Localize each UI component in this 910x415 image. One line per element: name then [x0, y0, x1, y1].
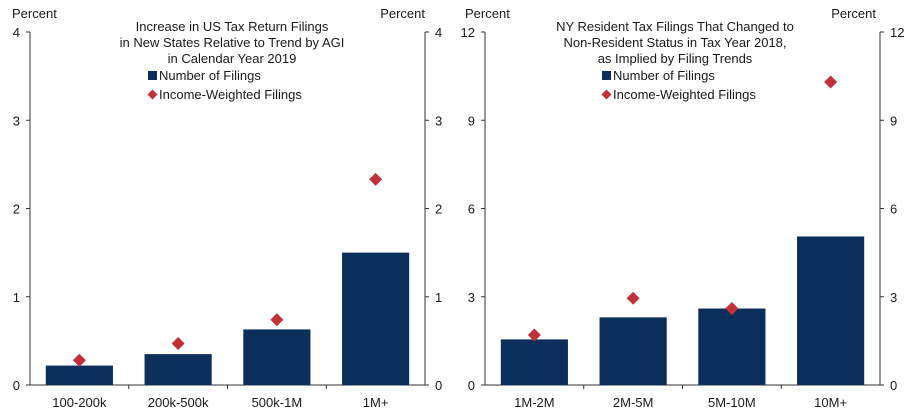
chart-2-marker — [626, 291, 640, 305]
chart-1-category-label: 1M+ — [363, 395, 389, 410]
chart-1-legend-bar-label: Number of Filings — [159, 68, 261, 83]
chart-1-title-line: in New States Relative to Trend by AGI — [120, 35, 345, 50]
chart-1-title-line: in Calendar Year 2019 — [168, 51, 297, 66]
chart-2-legend-marker-label: Income-Weighted Filings — [613, 87, 756, 102]
chart-1-left-axis-label: Percent — [12, 6, 57, 21]
chart-2-marker — [725, 302, 739, 316]
chart-1-bar — [342, 252, 410, 385]
chart-1-left-tick-label: 3 — [13, 113, 20, 128]
chart-1-legend-marker-label: Income-Weighted Filings — [159, 87, 302, 102]
chart-2-bar — [599, 317, 667, 385]
chart-1-marker — [171, 337, 185, 351]
chart-2-legend-bar-swatch — [602, 71, 611, 80]
chart-1-right-tick-label: 3 — [435, 113, 442, 128]
chart-1-right-tick-label: 1 — [435, 290, 442, 305]
chart-2-right-axis-label: Percent — [831, 6, 876, 21]
chart-2-legend-bar-label: Number of Filings — [613, 68, 715, 83]
chart-2-right-tick-label: 3 — [890, 290, 897, 305]
chart-1-left-tick-label: 4 — [13, 25, 20, 40]
chart-2-left-axis-label: Percent — [465, 6, 510, 21]
chart-1-legend-marker-swatch — [147, 89, 158, 100]
chart-1-marker — [270, 313, 284, 327]
chart-1-right-tick-label: 2 — [435, 202, 442, 217]
chart-1-category-label: 200k-500k — [148, 395, 209, 410]
chart-2-right-tick-label: 12 — [890, 25, 904, 40]
chart-2-marker — [824, 75, 838, 89]
chart-1-marker — [72, 353, 86, 367]
chart-2-title-line: NY Resident Tax Filings That Changed to — [556, 19, 794, 34]
chart-1-marker — [369, 172, 383, 186]
chart-1-bar — [45, 365, 113, 385]
chart-2-category-label: 10M+ — [814, 395, 847, 410]
chart-2-legend-marker-swatch — [601, 89, 612, 100]
chart-2-left-tick-label: 9 — [468, 113, 475, 128]
chart-2-left-tick-label: 6 — [468, 202, 475, 217]
chart-1-bar — [243, 329, 311, 385]
chart-2-left-tick-label: 3 — [468, 290, 475, 305]
chart-1-category-label: 500k-1M — [252, 395, 303, 410]
chart-1-category-label: 100-200k — [52, 395, 107, 410]
chart-2-marker — [527, 328, 541, 342]
chart-2-category-label: 5M-10M — [708, 395, 756, 410]
chart-1-legend-bar-swatch — [148, 71, 157, 80]
chart-2-bar — [500, 339, 568, 385]
chart-2-right-tick-label: 6 — [890, 202, 897, 217]
chart-2-left-tick-label: 12 — [461, 25, 475, 40]
chart-2-right-tick-label: 0 — [890, 378, 897, 393]
chart-2-bar — [698, 308, 766, 385]
chart-2-title-line: as Implied by Filing Trends — [598, 51, 753, 66]
chart-1-right-axis-label: Percent — [380, 6, 425, 21]
chart-2-right-tick-label: 9 — [890, 113, 897, 128]
chart-1-bar — [144, 354, 212, 385]
chart-1-right-tick-label: 0 — [435, 378, 442, 393]
chart-2-title-line: Non-Resident Status in Tax Year 2018, — [563, 35, 786, 50]
chart-1-left-tick-label: 1 — [13, 290, 20, 305]
chart-2-category-label: 1M-2M — [514, 395, 554, 410]
chart-2-bar — [797, 236, 865, 385]
chart-2-category-label: 2M-5M — [613, 395, 653, 410]
chart-1-left-tick-label: 0 — [13, 378, 20, 393]
chart-2-left-tick-label: 0 — [468, 378, 475, 393]
chart-1-right-tick-label: 4 — [435, 25, 442, 40]
chart-1-title-line: Increase in US Tax Return Filings — [136, 19, 329, 34]
chart-1-left-tick-label: 2 — [13, 202, 20, 217]
